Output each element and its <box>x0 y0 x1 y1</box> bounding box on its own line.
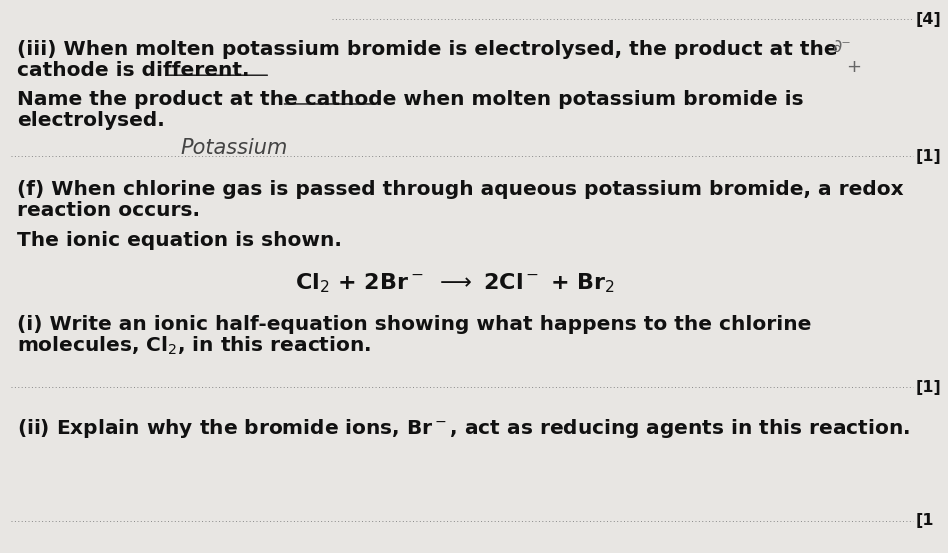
Text: (i) Write an ionic half-equation showing what happens to the chlorine: (i) Write an ionic half-equation showing… <box>17 315 811 334</box>
Text: +: + <box>847 59 862 76</box>
Text: reaction occurs.: reaction occurs. <box>17 201 200 220</box>
Text: [4]: [4] <box>916 12 941 27</box>
Text: molecules, Cl$_2$, in this reaction.: molecules, Cl$_2$, in this reaction. <box>17 335 372 357</box>
Text: electrolysed.: electrolysed. <box>17 111 165 130</box>
Text: Cl$_2$ + 2Br$^-$ $\longrightarrow$ 2Cl$^-$ + Br$_2$: Cl$_2$ + 2Br$^-$ $\longrightarrow$ 2Cl$^… <box>295 272 615 295</box>
Text: Name the product at the cathode when molten potassium bromide is: Name the product at the cathode when mol… <box>17 90 804 109</box>
Text: The ionic equation is shown.: The ionic equation is shown. <box>17 231 342 250</box>
Text: (f) When chlorine gas is passed through aqueous potassium bromide, a redox: (f) When chlorine gas is passed through … <box>17 180 903 199</box>
Text: [1]: [1] <box>916 149 941 164</box>
Text: Potassium: Potassium <box>180 138 287 158</box>
Text: [1: [1 <box>916 513 935 529</box>
Text: [1]: [1] <box>916 379 941 395</box>
Text: (ii) Explain why the bromide ions, Br$^-$, act as reducing agents in this reacti: (ii) Explain why the bromide ions, Br$^-… <box>17 417 910 440</box>
Text: (iii) When molten potassium bromide is electrolysed, the product at the: (iii) When molten potassium bromide is e… <box>17 40 838 59</box>
Text: cathode is different.: cathode is different. <box>17 61 249 80</box>
Text: ∂⁻: ∂⁻ <box>832 38 851 56</box>
